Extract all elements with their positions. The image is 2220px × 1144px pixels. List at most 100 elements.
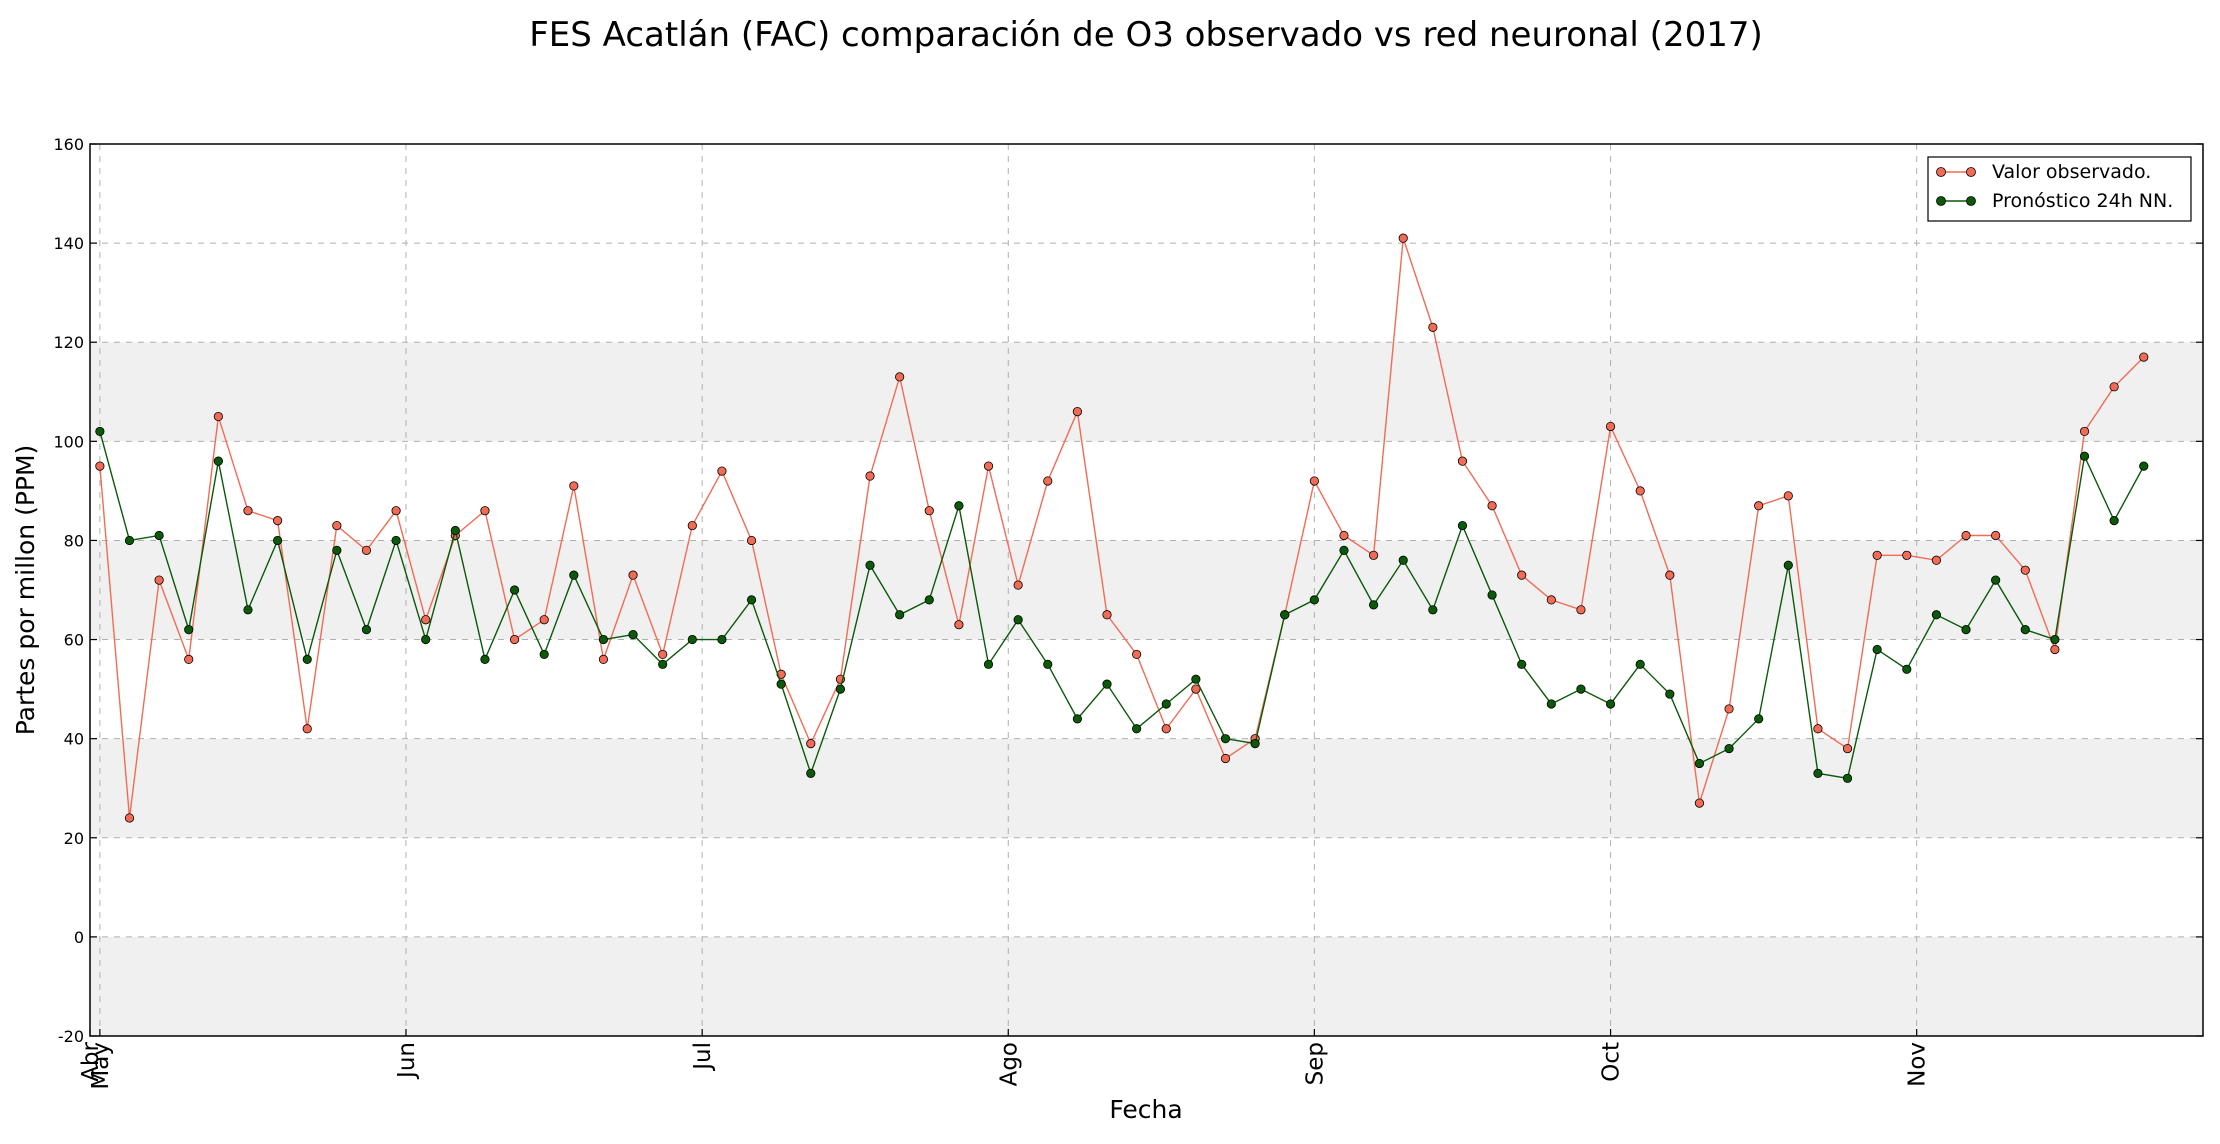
shaded-bands (90, 342, 2203, 1036)
legend-entry-forecast: Pronóstico 24h NN. (1936, 190, 2173, 212)
data-point (1605, 421, 1616, 432)
data-point (1754, 501, 1764, 511)
x-tick-label: Jun (394, 1042, 420, 1080)
data-point (421, 615, 431, 625)
data-point (2050, 634, 2060, 645)
series-line (99, 237, 2145, 819)
x-tick-label: May (88, 1042, 114, 1090)
data-point (598, 634, 609, 645)
data-point (273, 535, 283, 546)
chart-title: FES Acatlán (FAC) comparación de O3 obse… (529, 15, 1762, 55)
data-point (1398, 233, 1408, 243)
data-point (1161, 724, 1171, 734)
data-point (1635, 486, 1645, 496)
data-point (1428, 605, 1438, 615)
data-point (2139, 352, 2149, 362)
data-point (1102, 610, 1112, 620)
data-point (1309, 595, 1319, 605)
legend-label-forecast: Pronóstico 24h NN. (1992, 190, 2173, 212)
data-point (184, 654, 194, 664)
data-point (1517, 659, 1527, 669)
data-point (835, 684, 846, 694)
data-point (895, 372, 905, 382)
y-tick-label: 120 (53, 333, 84, 352)
y-tick-label: 20 (64, 829, 84, 848)
data-point (1961, 530, 1971, 541)
data-point (184, 625, 194, 635)
data-point (332, 520, 342, 531)
data-point (628, 629, 638, 640)
data-point (1546, 595, 1556, 605)
data-point (2139, 461, 2149, 471)
data-point (1576, 684, 1586, 694)
data-point (1220, 753, 1231, 764)
data-point (1072, 714, 1082, 724)
data-point (213, 456, 223, 466)
data-point (1457, 520, 1468, 531)
data-point (717, 634, 727, 645)
data-point (1665, 689, 1675, 699)
data-point (865, 471, 875, 481)
data-point (1754, 714, 1764, 724)
series-forecast (95, 426, 2149, 783)
y-axis-ticks: -20 0 20 40 60 80 100 120 140 160 (53, 135, 2203, 1046)
data-point (1724, 743, 1734, 754)
data-point (1487, 501, 1497, 511)
data-point (154, 575, 164, 585)
data-point (95, 426, 105, 437)
legend: Valor observado. Pronóstico 24h NN. (1927, 156, 2192, 222)
data-point (1783, 560, 1793, 570)
data-point (746, 595, 757, 605)
data-point (391, 506, 401, 516)
data-point (1872, 644, 1882, 655)
data-point (539, 649, 549, 660)
shaded-band (90, 540, 2203, 640)
data-point (598, 654, 609, 664)
shaded-band (90, 738, 2203, 838)
data-point (213, 411, 223, 422)
data-point (954, 620, 964, 630)
data-point (1161, 699, 1171, 709)
data-point (1368, 600, 1379, 610)
data-point (1813, 768, 1823, 778)
x-tick-label: Oct (1599, 1042, 1625, 1082)
legend-marker-observed (1936, 167, 1946, 177)
data-point (361, 625, 372, 635)
data-point (658, 659, 668, 669)
data-point (243, 506, 253, 516)
data-point (1132, 724, 1142, 734)
data-point (806, 739, 816, 749)
data-point (1931, 555, 1942, 565)
data-point (1694, 758, 1705, 769)
data-point (1605, 699, 1616, 709)
data-point (302, 724, 312, 734)
data-point (1635, 659, 1645, 669)
data-point (1191, 674, 1201, 684)
series-layer (95, 233, 2149, 823)
data-point (806, 768, 816, 778)
series-observed (95, 233, 2149, 823)
data-point (1902, 664, 1912, 674)
data-point (1546, 699, 1556, 709)
data-point (1013, 615, 1023, 625)
y-tick-label: 140 (53, 234, 84, 253)
data-point (1309, 476, 1319, 486)
y-tick-label: 100 (53, 432, 84, 451)
data-point (450, 525, 460, 536)
data-point (1665, 570, 1675, 580)
data-point (421, 634, 431, 645)
y-axis-label: Partes por millon (PPM) (11, 445, 40, 736)
data-point (1457, 456, 1468, 466)
data-point (687, 520, 697, 531)
data-point (658, 649, 668, 660)
data-point (480, 654, 490, 664)
data-point (1783, 491, 1793, 501)
plot-frame (89, 143, 2204, 1037)
data-point (628, 570, 638, 580)
legend-marker-forecast (1966, 196, 1976, 206)
data-point (1368, 550, 1379, 560)
y-tick-label: 80 (64, 531, 84, 550)
x-tick-label: Ago (996, 1042, 1022, 1086)
